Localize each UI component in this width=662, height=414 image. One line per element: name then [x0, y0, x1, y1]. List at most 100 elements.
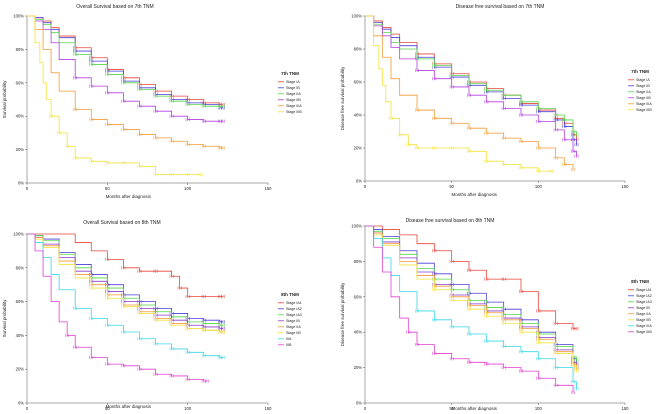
legend-entry: Stage IIIB	[636, 108, 652, 112]
km-series-stage-iiib	[27, 15, 203, 177]
y-axis-label: Survival probability	[2, 299, 7, 338]
km-series-iiib	[27, 233, 209, 383]
y-tick-label: 0%	[356, 179, 362, 184]
km-curve-line	[365, 225, 574, 393]
legend-entry: Stage IA	[636, 78, 650, 82]
y-tick-label: 100%	[351, 14, 362, 19]
y-tick-label: 20%	[354, 365, 363, 370]
x-tick-label: 150	[622, 184, 630, 189]
legend-entry: Stage IA	[286, 80, 300, 84]
km-series-stage-ia3	[365, 225, 579, 363]
legend-entry: Stage IB	[636, 84, 650, 88]
legend-entry: Stage IA1	[636, 288, 652, 292]
km-series-stage-iiib	[365, 225, 575, 394]
km-curve-line	[27, 233, 207, 382]
km-series-stage-iib	[27, 15, 225, 123]
km-curve-line	[27, 15, 201, 176]
km-series-stage-ib	[365, 225, 579, 370]
km-curve-line	[27, 233, 224, 330]
km-curve-line	[365, 15, 574, 170]
x-axis-label: Months after diagnosis	[452, 406, 498, 411]
legend: 7th TNM Stage IA Stage IB Stage IIA Stage II…	[278, 71, 302, 114]
panel-title: Overall Survival based on 8th TNM	[83, 220, 160, 226]
y-tick-label: 100%	[351, 224, 362, 229]
legend-entry: Stage IIA	[286, 92, 301, 96]
km-series-stage-iib	[27, 233, 225, 334]
y-tick-label: 80%	[354, 259, 363, 264]
y-tick-label: 80%	[354, 47, 363, 52]
km-curve-line	[365, 225, 577, 330]
km-curve-line	[27, 15, 224, 122]
legend-entry: IIIA	[286, 337, 292, 341]
x-tick-label: 150	[622, 406, 630, 411]
legend: 8th TNM Stage IA1 Stage IA2 Stage IA3 Stage …	[278, 292, 302, 347]
y-tick-label: 40%	[16, 333, 25, 338]
y-tick-label: 20%	[16, 367, 25, 372]
y-tick-label: 60%	[16, 299, 25, 304]
legend-entry: Stage IIB	[636, 96, 651, 100]
x-tick-label: 0	[26, 186, 29, 191]
y-tick-label: 80%	[16, 265, 25, 270]
km-curve-line	[365, 15, 577, 145]
km-series-stage-iia	[365, 225, 579, 371]
legend-title: 7th TNM	[631, 69, 649, 74]
legend-entry: Stage IA1	[286, 301, 302, 305]
legend-entry: Stage IB	[286, 319, 300, 323]
y-axis-label: Survival probability	[2, 80, 7, 119]
km-curve-line	[27, 15, 224, 149]
km-curve-line	[365, 15, 553, 172]
km-curve-line	[365, 225, 577, 365]
x-tick-label: 50	[105, 406, 110, 411]
y-tick-label: 40%	[354, 113, 363, 118]
y-tick-label: 20%	[354, 146, 363, 151]
x-tick-label: 100	[535, 184, 543, 189]
km-curve-line	[27, 233, 224, 333]
legend-entry: Stage IIA	[636, 90, 651, 94]
km-series-stage-ia3	[27, 233, 225, 327]
y-tick-label: 80%	[16, 47, 25, 52]
y-tick-label: 100%	[13, 14, 24, 19]
legend-entry: Stage IIIB	[286, 110, 302, 114]
panel-title: Disease free survival based on 8th TNM	[406, 218, 495, 224]
x-tick-label: 50	[105, 186, 110, 191]
x-tick-label: 100	[535, 406, 543, 411]
y-axis-label: Disease free survival probability	[340, 282, 345, 346]
legend-entry: Stage IA2	[636, 294, 652, 298]
legend-entry: Stage IIIB	[636, 330, 652, 334]
legend-entry: Stage IA3	[286, 313, 302, 317]
legend-entry: Stage IIB	[286, 331, 301, 335]
x-tick-label: 0	[26, 406, 29, 411]
km-curve-line	[27, 233, 224, 297]
x-tick-label: 50	[449, 406, 454, 411]
legend-entry: Stage IIIA	[286, 104, 302, 108]
km-curve-line	[27, 233, 224, 358]
y-tick-label: 60%	[16, 80, 25, 85]
km-series-stage-iiib	[365, 15, 555, 173]
km-curve-line	[27, 233, 224, 333]
km-series-stage-ib	[365, 15, 579, 147]
y-tick-label: 60%	[354, 294, 363, 299]
x-tick-label: 50	[449, 184, 454, 189]
y-axis-label: Disease free survival probability	[340, 66, 345, 130]
x-tick-label: 150	[265, 186, 273, 191]
km-panel-os7: 0% 20% 40% 60% 80% 100% 0 50 100 150 Overall Survi…	[2, 4, 302, 199]
legend-entry: Stage IIB	[286, 98, 301, 102]
legend-entry: Stage IA3	[636, 300, 652, 304]
legend-entry: Stage IA2	[286, 307, 302, 311]
km-curve-line	[365, 225, 577, 372]
legend-entry: Stage IB	[636, 306, 650, 310]
legend-entry: Stage IIA	[636, 312, 651, 316]
y-tick-label: 0%	[18, 181, 24, 186]
x-tick-label: 150	[265, 406, 273, 411]
km-panel-os8: 0% 20% 40% 60% 80% 100% 0 50 100 150 Overall Survi…	[2, 220, 302, 411]
y-tick-label: 0%	[356, 401, 362, 406]
legend-title: 8th TNM	[281, 292, 299, 297]
legend-entry: Stage IIIA	[636, 102, 652, 106]
km-panel-dfs8: 0% 20% 40% 60% 80% 100% 0 50 100 150 Disease free …	[340, 218, 652, 411]
km-series-stage-iib	[365, 225, 579, 373]
km-series-iiia	[27, 233, 225, 359]
legend-entry: Stage IIIA	[636, 324, 652, 328]
panel-title: Overall Survival based on 7th TNM	[76, 4, 153, 10]
legend-entry: IIIB	[286, 343, 292, 347]
